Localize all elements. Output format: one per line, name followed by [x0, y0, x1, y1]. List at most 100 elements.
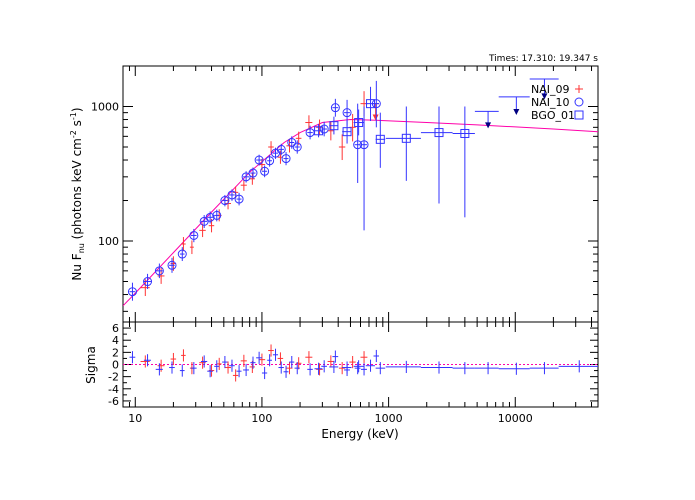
residual-point-nai09 — [327, 355, 334, 368]
residual-point-bgo01 — [314, 362, 323, 375]
marker-circle — [212, 210, 222, 220]
data-point-bgo01 — [365, 86, 376, 122]
residual-y-tick-label: -2 — [108, 371, 119, 384]
marker-circle — [254, 155, 264, 165]
residual-point-bgo01 — [365, 359, 375, 372]
marker-circle — [143, 277, 153, 287]
data-point-nai09 — [189, 240, 194, 255]
marker-circle — [292, 142, 302, 152]
marker-circle — [227, 190, 237, 200]
residual-point-nai10 — [250, 356, 256, 369]
residual-point-bgo01 — [342, 361, 352, 374]
upper-limit-bgo01 — [498, 96, 530, 115]
residual-y-axis-label: Sigma — [84, 346, 98, 384]
data-point-nai09 — [199, 223, 206, 238]
data-point-nai10 — [227, 189, 237, 201]
data-point-nai10 — [281, 152, 291, 166]
y-axis-label-part: (photons keV cm — [70, 138, 84, 243]
marker-square — [329, 121, 339, 131]
residual-point-bgo01 — [498, 362, 530, 375]
data-point-nai10 — [212, 209, 222, 222]
residual-point-nai10 — [294, 362, 300, 375]
data-point-nai10 — [292, 140, 302, 154]
residual-point-bgo01 — [353, 360, 365, 373]
legend-circle-marker — [574, 97, 584, 107]
residual-point-nai10 — [222, 356, 228, 369]
residual-point-bgo01 — [558, 360, 598, 373]
residual-y-tick-label: -4 — [108, 383, 119, 396]
y-tick-label: 100 — [98, 235, 119, 248]
marker-square — [366, 99, 376, 109]
residual-y-tick-label: 0 — [112, 359, 119, 372]
residual-point-nai10 — [321, 360, 327, 373]
residual-point-nai09 — [181, 349, 186, 362]
model-curve — [123, 118, 598, 307]
residual-point-nai10 — [179, 364, 185, 377]
data-point-nai09 — [268, 141, 274, 153]
residual-point-nai10 — [236, 365, 242, 378]
residual-point-nai10 — [373, 349, 380, 363]
marker-circle — [342, 108, 352, 118]
data-point-nai09 — [305, 115, 313, 130]
data-point-bgo01 — [452, 106, 475, 218]
marker-circle — [234, 194, 244, 204]
upper-limit-bgo01 — [529, 78, 559, 100]
residual-point-nai10 — [256, 351, 262, 364]
data-point-bgo01 — [385, 106, 421, 181]
upper-limit-arrow — [541, 93, 548, 100]
marker-circle — [319, 124, 329, 134]
residual-point-nai09 — [258, 353, 266, 366]
residual-point-bgo01 — [474, 362, 499, 375]
residual-point-nai09 — [338, 362, 346, 375]
residual-point-nai09 — [305, 351, 313, 364]
residual-point-nai09 — [268, 344, 274, 357]
data-point-nai10 — [234, 192, 244, 206]
y-axis-label-part: ) — [70, 107, 84, 112]
data-point-nai09 — [249, 173, 255, 185]
marker-circle — [276, 144, 286, 154]
residual-point-bgo01 — [529, 362, 559, 375]
marker-square — [401, 133, 411, 143]
residual-point-nai10 — [261, 366, 268, 380]
data-point-nai10 — [205, 211, 215, 224]
residual-point-nai10 — [354, 362, 361, 375]
marker-square — [342, 127, 352, 137]
data-point-nai09 — [316, 119, 323, 136]
data-point-bgo01 — [329, 116, 339, 135]
y-axis-label-part: s — [70, 120, 84, 130]
residual-point-nai10 — [129, 351, 136, 364]
data-point-nai10 — [241, 171, 251, 183]
y-axis-label-sub: nu — [77, 243, 86, 253]
x-tick-label: 1000 — [375, 412, 403, 425]
marker-circle — [167, 260, 177, 270]
residual-point-nai10 — [272, 348, 279, 361]
data-point-nai10 — [330, 98, 340, 117]
data-point-bgo01 — [314, 124, 324, 138]
spectrum-data-layer — [123, 78, 598, 307]
marker-circle — [154, 266, 164, 276]
upper-limit-arrow — [513, 108, 520, 115]
residual-y-tick-label: 4 — [112, 334, 119, 347]
residual-point-nai10 — [332, 350, 339, 363]
residual-point-nai09 — [216, 357, 222, 370]
data-point-nai10 — [359, 106, 369, 231]
residual-point-nai09 — [240, 354, 247, 367]
residual-point-nai09 — [277, 352, 284, 365]
marker-circle — [359, 140, 369, 150]
data-point-nai10 — [287, 136, 297, 149]
legend-label-nai09: NAI_09 — [531, 83, 570, 96]
residual-point-bgo01 — [385, 360, 421, 373]
residual-y-tick-label: 6 — [112, 322, 119, 335]
marker-circle — [241, 172, 251, 182]
data-point-nai10 — [189, 228, 199, 243]
residual-point-nai10 — [267, 354, 272, 367]
data-point-bgo01 — [375, 112, 386, 168]
residual-point-bgo01 — [420, 361, 453, 374]
residual-point-nai09 — [316, 363, 323, 376]
marker-circle — [287, 137, 297, 147]
residual-point-nai09 — [208, 364, 215, 377]
residual-point-nai10 — [283, 365, 289, 378]
marker-circle — [220, 196, 230, 206]
